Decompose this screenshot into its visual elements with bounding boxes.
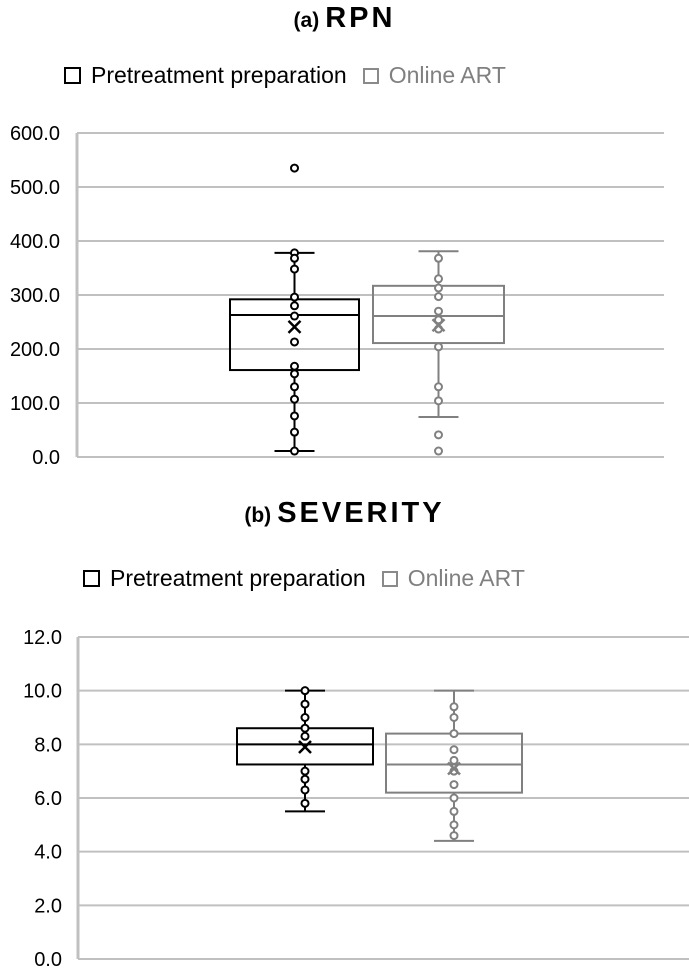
data-point (290, 394, 299, 404)
data-point (449, 806, 459, 816)
data-point (290, 382, 299, 392)
data-point (300, 713, 310, 722)
data-point (300, 699, 310, 709)
data-point (290, 369, 299, 379)
chart-title: (a) RPN (0, 2, 689, 35)
data-point (290, 411, 299, 421)
data-point (449, 780, 459, 790)
plot-area: 0.0 100.0 200.0 300.0 400.0 500.0 600.0 (10, 123, 664, 469)
y-tick-label: 12.0 (23, 627, 62, 649)
data-point (434, 446, 443, 456)
data-point (290, 264, 299, 274)
data-point (449, 755, 459, 765)
data-point (290, 311, 299, 321)
mean-marker-icon (447, 761, 461, 776)
y-tick-label: 400.0 (10, 231, 60, 253)
legend: Pretreatment preparation Online ART (64, 62, 522, 89)
legend-item-online-art[interactable]: Online ART (381, 565, 525, 592)
chart-title-main: RPN (325, 2, 396, 34)
data-point (449, 820, 459, 830)
box-online-art[interactable] (372, 250, 505, 456)
legend-item-pretreatment[interactable]: Pretreatment preparation (64, 62, 347, 89)
legend-item-online-art[interactable]: Online ART (362, 62, 506, 89)
data-point (434, 292, 443, 302)
legend-swatch-icon (362, 67, 379, 84)
data-point (434, 382, 443, 392)
box-online-art[interactable] (385, 689, 523, 842)
legend-item-pretreatment[interactable]: Pretreatment preparation (83, 565, 366, 592)
data-point (300, 723, 310, 733)
mean-marker-icon (298, 740, 312, 754)
data-point (449, 793, 459, 803)
legend: Pretreatment preparation Online ART (83, 565, 541, 592)
data-point (434, 430, 443, 440)
box-pretreatment[interactable] (236, 686, 374, 813)
data-point (290, 301, 299, 311)
y-tick-label: 500.0 (10, 177, 60, 199)
box-pretreatment[interactable] (229, 163, 360, 456)
chart-title-prefix: (a) (293, 9, 320, 32)
data-point (434, 306, 443, 316)
data-point (434, 253, 443, 263)
legend-label: Online ART (407, 565, 525, 591)
y-tick-label: 0.0 (32, 447, 60, 469)
data-point (290, 292, 299, 302)
data-point (449, 729, 459, 739)
data-point (290, 337, 299, 347)
data-point (290, 253, 299, 263)
data-point (300, 766, 310, 776)
y-tick-label: 6.0 (34, 788, 62, 810)
data-point (434, 342, 443, 352)
chart-title-prefix: (b) (244, 504, 272, 527)
data-point (449, 745, 459, 755)
data-point (449, 702, 459, 712)
data-point (434, 396, 443, 406)
data-point (449, 713, 459, 722)
data-point (300, 798, 310, 808)
y-tick-label: 600.0 (10, 123, 60, 145)
legend-swatch-icon (381, 570, 398, 587)
data-point (300, 731, 310, 741)
y-tick-label: 0.0 (34, 949, 62, 969)
y-tick-label: 200.0 (10, 339, 60, 361)
data-point (300, 774, 310, 784)
mean-marker-icon (287, 319, 302, 334)
data-point (300, 686, 310, 696)
y-tick-label: 300.0 (10, 285, 60, 307)
chart-title-main: SEVERITY (277, 497, 445, 529)
legend-label: Pretreatment preparation (91, 62, 347, 88)
data-point (300, 785, 310, 795)
legend-label: Pretreatment preparation (110, 565, 366, 591)
rpn-chart: (a) RPN Pretreatment preparation Online A… (0, 0, 689, 470)
y-tick-label: 100.0 (10, 393, 60, 415)
legend-swatch-icon (83, 570, 100, 587)
chart-title: (b) SEVERITY (0, 497, 689, 530)
data-point (290, 163, 299, 173)
data-point (434, 274, 443, 284)
data-point (434, 283, 443, 293)
mean-marker-icon (431, 318, 446, 333)
data-point (290, 427, 299, 437)
data-point (290, 446, 299, 456)
y-tick-label: 2.0 (34, 895, 62, 917)
y-tick-label: 4.0 (34, 842, 62, 864)
data-point (434, 315, 443, 325)
data-point (449, 831, 459, 841)
y-tick-label: 10.0 (23, 681, 62, 703)
y-tick-label: 8.0 (34, 734, 62, 756)
legend-swatch-icon (64, 67, 81, 84)
legend-label: Online ART (388, 62, 506, 88)
